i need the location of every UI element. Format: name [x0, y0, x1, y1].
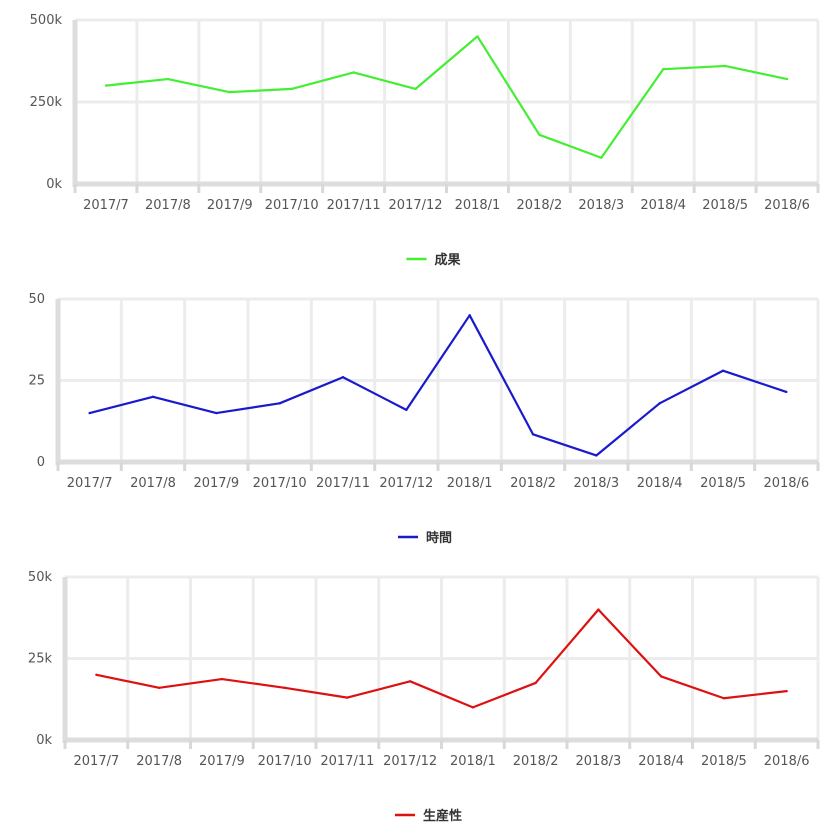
data-point	[166, 77, 170, 81]
data-point	[290, 87, 293, 91]
x-tick-label: 2017/11	[316, 476, 370, 491]
x-tick-label: 2018/5	[701, 754, 747, 769]
x-tick-label: 2018/1	[447, 476, 493, 491]
data-point	[283, 686, 286, 690]
series-line	[96, 608, 787, 709]
data-point	[785, 77, 789, 81]
data-point	[538, 133, 541, 136]
x-tick-label: 2018/3	[573, 476, 619, 491]
x-tick-label: 2017/7	[74, 754, 120, 769]
data-point	[600, 156, 603, 159]
legend-item[interactable]: 時間	[397, 530, 452, 546]
data-point	[723, 64, 727, 68]
data-point	[346, 696, 349, 699]
x-tick-label: 2017/9	[193, 476, 239, 491]
data-point	[659, 675, 663, 678]
data-point	[595, 454, 598, 457]
x-tick-label: 2018/3	[576, 754, 622, 769]
y-tick-label: 500k	[30, 13, 63, 28]
y-tick-label: 0	[37, 455, 45, 470]
x-tick-label: 2018/6	[763, 476, 809, 491]
data-point	[785, 689, 788, 693]
x-tick-label: 2017/7	[67, 476, 113, 491]
y-tick-label: 25	[28, 374, 45, 389]
x-tick-label: 2017/12	[383, 754, 437, 769]
data-point	[531, 433, 535, 436]
data-point	[88, 411, 91, 415]
x-tick-label: 2018/1	[455, 198, 501, 213]
y-tick-label: 50k	[28, 570, 53, 585]
data-point	[722, 697, 726, 700]
data-point	[468, 314, 471, 317]
data-point	[228, 90, 231, 94]
x-tick-label: 2017/9	[199, 754, 245, 769]
data-point	[341, 376, 345, 379]
series-line	[89, 314, 787, 457]
data-point	[658, 402, 661, 405]
legend-label: 成果	[434, 252, 460, 268]
legend-label: 時間	[426, 530, 452, 546]
x-tick-label: 2018/2	[513, 754, 559, 769]
x-tick-label: 2018/5	[702, 198, 748, 213]
x-tick-label: 2017/10	[253, 476, 307, 491]
data-point	[721, 369, 725, 372]
y-tick-label: 0k	[36, 733, 52, 748]
y-tick-label: 50	[28, 292, 45, 307]
x-tick-label: 2018/2	[517, 198, 563, 213]
series-line	[105, 35, 788, 159]
data-point	[414, 87, 417, 91]
data-point	[104, 84, 108, 87]
y-tick-label: 25k	[28, 652, 53, 667]
x-tick-label: 2018/2	[510, 476, 556, 491]
x-tick-label: 2017/12	[379, 476, 433, 491]
x-tick-label: 2017/11	[327, 198, 381, 213]
data-point	[476, 35, 479, 38]
data-point	[278, 402, 281, 405]
x-tick-label: 2018/6	[764, 198, 810, 213]
data-point	[408, 680, 412, 683]
data-point	[220, 677, 224, 681]
y-tick-label: 0k	[46, 177, 62, 192]
data-point	[534, 681, 537, 685]
x-tick-label: 2017/11	[320, 754, 374, 769]
x-tick-label: 2018/4	[638, 754, 684, 769]
x-tick-label: 2018/1	[450, 754, 496, 769]
x-tick-label: 2017/10	[265, 198, 319, 213]
data-point	[471, 706, 475, 709]
data-point	[95, 673, 98, 676]
x-tick-label: 2018/5	[700, 476, 746, 491]
x-tick-label: 2017/10	[258, 754, 312, 769]
x-tick-label: 2018/3	[578, 198, 624, 213]
data-point	[662, 68, 665, 71]
x-tick-label: 2018/4	[640, 198, 686, 213]
x-tick-label: 2018/4	[637, 476, 683, 491]
x-tick-label: 2017/7	[83, 198, 129, 213]
x-tick-label: 2017/8	[136, 754, 182, 769]
chart-1: 0k 250k 500k 2017/7 2017/8 2017/9 2017/10 2017/…	[30, 13, 820, 268]
legend-item[interactable]: 生産性	[394, 808, 462, 824]
legend-label: 生産性	[423, 808, 462, 824]
data-point	[157, 686, 161, 690]
data-point	[151, 395, 155, 398]
chart-2: 0 25 50 2017/7 2017/8 2017/9 2017/10 2017/11 201…	[28, 292, 820, 546]
data-point	[215, 411, 218, 415]
data-point	[405, 408, 408, 412]
legend-item[interactable]: 成果	[406, 252, 461, 268]
x-tick-label: 2017/8	[130, 476, 176, 491]
y-tick-label: 250k	[30, 95, 63, 110]
x-tick-label: 2018/6	[764, 754, 810, 769]
data-point	[597, 608, 600, 611]
x-tick-label: 2017/8	[145, 198, 191, 213]
x-tick-label: 2017/9	[207, 198, 253, 213]
x-tick-label: 2017/12	[389, 198, 443, 213]
data-point	[785, 390, 788, 394]
data-point	[352, 71, 355, 74]
chart-3: 0k 25k 50k 2017/7 2017/8 2017/9 2017/10 2017/11…	[28, 570, 820, 824]
